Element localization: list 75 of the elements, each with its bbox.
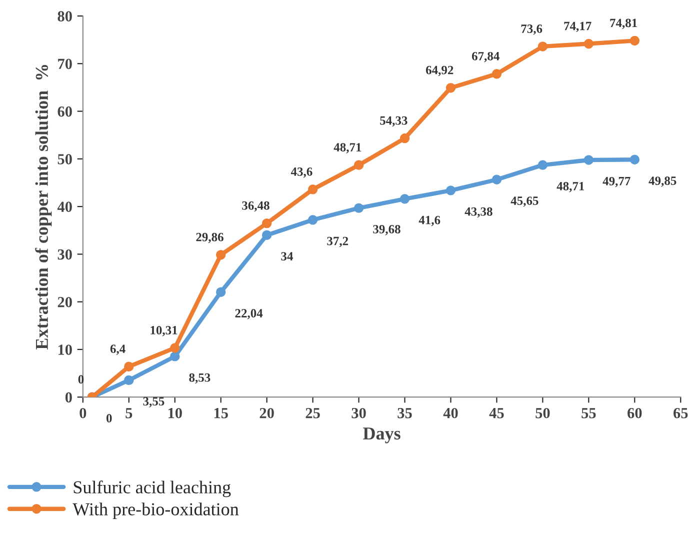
data-label: 48,71 bbox=[556, 182, 584, 192]
point bbox=[308, 184, 318, 194]
data-label: 41,6 bbox=[418, 216, 440, 226]
y-tick-label: 50 bbox=[58, 154, 72, 164]
data-label: 67,84 bbox=[472, 52, 500, 62]
x-tick-label: 25 bbox=[306, 408, 320, 418]
x-tick-label: 50 bbox=[536, 408, 550, 418]
point bbox=[354, 160, 364, 170]
point bbox=[124, 362, 134, 372]
y-tick-label: 40 bbox=[57, 202, 72, 212]
x-tick-label: 35 bbox=[398, 408, 412, 418]
point bbox=[538, 160, 548, 170]
data-label: 6,4 bbox=[110, 344, 126, 355]
y-axis-title: Extraction of copper into solution % bbox=[35, 64, 52, 350]
legend-label: Sulfuric acid leaching bbox=[74, 480, 231, 498]
point bbox=[492, 174, 502, 184]
x-tick-label: 40 bbox=[443, 408, 458, 418]
data-label: 74,17 bbox=[564, 22, 592, 32]
data-label: 74,81 bbox=[610, 18, 637, 29]
point bbox=[216, 287, 226, 297]
x-axis-title: Days bbox=[363, 428, 400, 444]
point bbox=[446, 186, 456, 196]
data-label: 37,2 bbox=[327, 236, 348, 248]
point bbox=[262, 230, 272, 240]
point bbox=[308, 215, 318, 225]
data-label: 49,77 bbox=[602, 176, 630, 188]
data-label: 8,53 bbox=[189, 373, 210, 384]
point bbox=[492, 69, 502, 79]
data-label: 3,55 bbox=[143, 397, 164, 408]
y-tick-label: 0 bbox=[65, 392, 72, 403]
x-tick-label: 55 bbox=[582, 408, 596, 418]
y-tick-label: 60 bbox=[58, 106, 72, 117]
point bbox=[400, 133, 410, 144]
data-label: 48,71 bbox=[334, 143, 362, 154]
data-label: 49,85 bbox=[648, 176, 676, 187]
y-tick-label: 70 bbox=[58, 58, 72, 70]
data-label: 73,6 bbox=[521, 24, 542, 35]
point bbox=[584, 155, 594, 165]
data-label: 22,04 bbox=[235, 309, 263, 320]
data-label: 29,86 bbox=[196, 232, 224, 244]
legend-label: With pre-bio-oxidation bbox=[72, 502, 239, 520]
point bbox=[630, 154, 640, 164]
data-label: 54,33 bbox=[380, 116, 408, 127]
data-label: 10,31 bbox=[150, 326, 178, 336]
point bbox=[630, 36, 640, 46]
data-label: 43,6 bbox=[290, 167, 312, 178]
x-tick-label: 20 bbox=[260, 408, 274, 418]
x-tick-label: 65 bbox=[674, 408, 688, 418]
point bbox=[262, 218, 272, 228]
point bbox=[584, 38, 594, 49]
data-label: 39,68 bbox=[373, 224, 400, 236]
point bbox=[170, 352, 180, 362]
x-tick-label: 10 bbox=[168, 408, 182, 418]
x-tick-label: 30 bbox=[352, 408, 366, 418]
x-tick-label: 5 bbox=[126, 408, 132, 418]
point bbox=[124, 375, 134, 386]
x-tick-label: 15 bbox=[214, 408, 228, 418]
y-tick-label: 20 bbox=[58, 296, 72, 308]
point bbox=[354, 203, 364, 213]
x-tick-label: 45 bbox=[489, 408, 504, 418]
x-tick-label: 60 bbox=[628, 408, 642, 418]
point bbox=[538, 42, 548, 52]
point bbox=[216, 250, 226, 260]
data-label: 43,38 bbox=[464, 207, 492, 218]
point bbox=[170, 343, 180, 353]
x-tick-label: 0 bbox=[80, 408, 86, 418]
y-tick-label: 80 bbox=[58, 11, 72, 22]
point bbox=[446, 82, 456, 93]
point bbox=[400, 194, 410, 204]
y-tick-label: 10 bbox=[58, 344, 72, 355]
data-label: 64,92 bbox=[426, 66, 454, 76]
data-label: 45,65 bbox=[510, 196, 538, 207]
data-label: 36,48 bbox=[242, 201, 270, 212]
y-tick-label: 30 bbox=[58, 249, 72, 260]
data-label: 34 bbox=[281, 252, 293, 260]
